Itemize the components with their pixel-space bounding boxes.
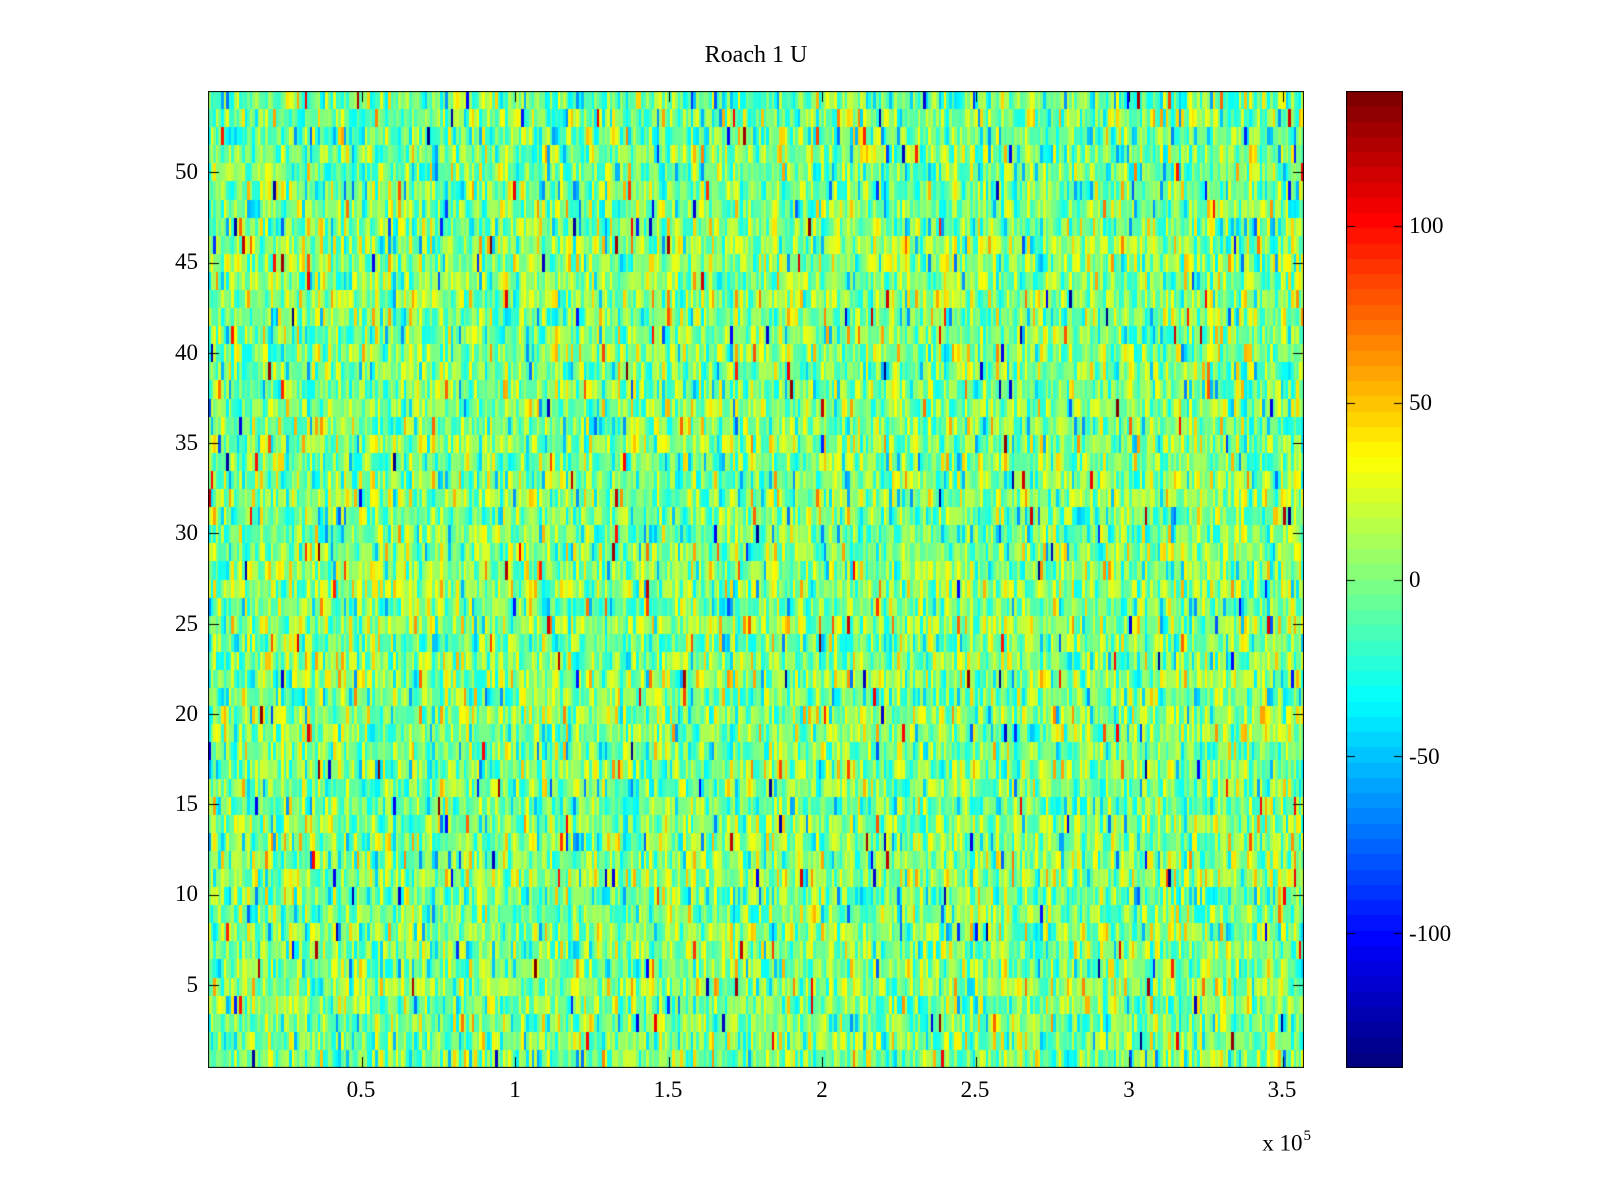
x-tick-label: 2.5 [960,1077,990,1102]
y-tick-label: 45 [175,249,198,274]
colorbar-tick-label: -100 [1409,921,1452,946]
x-tick-label: 1 [509,1077,521,1102]
colorbar-tick-label: 0 [1409,567,1421,592]
y-tick-label: 10 [175,881,198,906]
y-tick-label: 50 [175,159,198,184]
x-tick-label: 3.5 [1267,1077,1297,1102]
y-tick-label: 15 [175,791,198,816]
x-axis-exponent: x 105 [1190,1124,1312,1158]
colorbar-tick-label: 50 [1409,390,1432,415]
x-tick-label: 2 [816,1077,828,1102]
colorbar [1346,91,1403,1068]
x-tick-label: 3 [1123,1077,1135,1102]
colorbar-tick-label: 100 [1409,213,1444,238]
y-tick-label: 40 [175,340,198,365]
y-tick-label: 35 [175,430,198,455]
colorbar-tick-label: -50 [1409,744,1440,769]
y-tick-label: 30 [175,520,198,545]
x-axis-exponent-power: 5 [1303,1128,1312,1144]
y-tick-label: 20 [175,701,198,726]
x-tick-label: 0.5 [346,1077,376,1102]
y-tick-label: 5 [186,972,199,997]
x-tick-label: 1.5 [653,1077,683,1102]
y-tick-label: 25 [175,611,198,636]
heatmap-plot [208,91,1304,1068]
x-axis-exponent-prefix: x 10 [1262,1130,1303,1156]
plot-title: Roach 1 U [704,42,808,68]
